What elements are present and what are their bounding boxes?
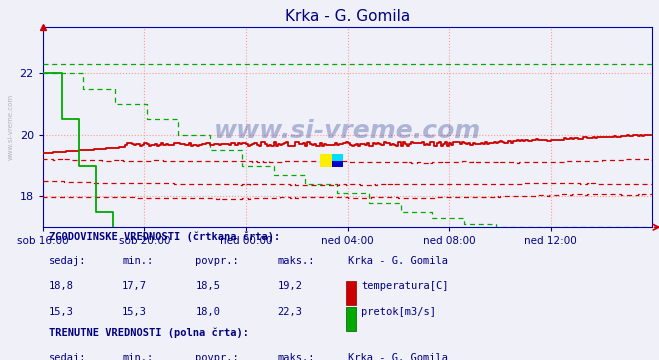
- Text: 15,3: 15,3: [122, 307, 147, 317]
- Text: maks.:: maks.:: [277, 352, 315, 360]
- Text: ZGODOVINSKE VREDNOSTI (črtkana črta):: ZGODOVINSKE VREDNOSTI (črtkana črta):: [49, 231, 280, 242]
- Text: maks.:: maks.:: [277, 256, 315, 266]
- Text: min.:: min.:: [122, 256, 154, 266]
- Text: 19,2: 19,2: [277, 282, 302, 292]
- Text: 18,5: 18,5: [195, 282, 220, 292]
- Text: sedaj:: sedaj:: [49, 352, 86, 360]
- Bar: [331, 154, 343, 161]
- Text: sedaj:: sedaj:: [49, 256, 86, 266]
- Text: Krka - G. Gomila: Krka - G. Gomila: [348, 256, 447, 266]
- Bar: [331, 161, 343, 167]
- Text: povpr.:: povpr.:: [195, 256, 239, 266]
- Text: Krka - G. Gomila: Krka - G. Gomila: [348, 352, 447, 360]
- Text: 18,0: 18,0: [195, 307, 220, 317]
- Text: 22,3: 22,3: [277, 307, 302, 317]
- Text: temperatura[C]: temperatura[C]: [361, 282, 449, 292]
- Title: Krka - G. Gomila: Krka - G. Gomila: [285, 9, 411, 24]
- Text: www.si-vreme.com: www.si-vreme.com: [8, 94, 14, 160]
- Text: 18,8: 18,8: [49, 282, 74, 292]
- Bar: [346, 307, 356, 330]
- Text: 17,7: 17,7: [122, 282, 147, 292]
- Text: min.:: min.:: [122, 352, 154, 360]
- Text: www.si-vreme.com: www.si-vreme.com: [214, 119, 481, 143]
- Bar: [346, 282, 356, 305]
- Text: povpr.:: povpr.:: [195, 352, 239, 360]
- Text: TRENUTNE VREDNOSTI (polna črta):: TRENUTNE VREDNOSTI (polna črta):: [49, 328, 249, 338]
- Bar: [320, 154, 331, 167]
- Text: 15,3: 15,3: [49, 307, 74, 317]
- Text: pretok[m3/s]: pretok[m3/s]: [361, 307, 436, 317]
